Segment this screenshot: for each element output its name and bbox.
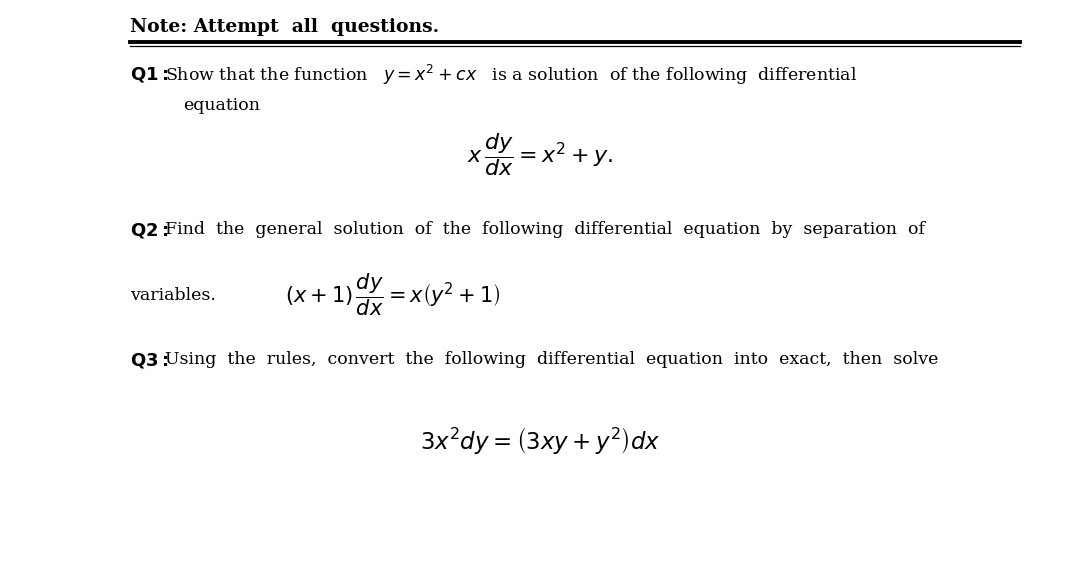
Text: Find  the  general  solution  of  the  following  differential  equation  by  se: Find the general solution of the followi… [165,222,924,239]
Text: Show that the function   $y = x^2 + cx$   is a solution  of the following  diffe: Show that the function $y = x^2 + cx$ is… [165,63,858,87]
Text: $(x+1)\,\dfrac{dy}{dx} = x\left(y^{2}+1\right)$: $(x+1)\,\dfrac{dy}{dx} = x\left(y^{2}+1\… [285,272,501,318]
Text: $x\,\dfrac{dy}{dx} = x^2 + y.$: $x\,\dfrac{dy}{dx} = x^2 + y.$ [467,132,613,179]
Text: equation: equation [183,96,260,113]
Text: $3x^{2}dy = \left(3xy + y^{2}\right)dx$: $3x^{2}dy = \left(3xy + y^{2}\right)dx$ [420,425,660,456]
Text: $\mathbf{Q1{:}}$: $\mathbf{Q1{:}}$ [130,65,168,85]
Text: variables.: variables. [130,286,216,303]
Text: $\mathbf{Q3{:}}$: $\mathbf{Q3{:}}$ [130,350,168,369]
Text: Using  the  rules,  convert  the  following  differential  equation  into  exact: Using the rules, convert the following d… [165,352,939,369]
Text: $\mathbf{Q2{:}}$: $\mathbf{Q2{:}}$ [130,220,168,239]
Text: Note: Attempt  all  questions.: Note: Attempt all questions. [130,18,440,36]
